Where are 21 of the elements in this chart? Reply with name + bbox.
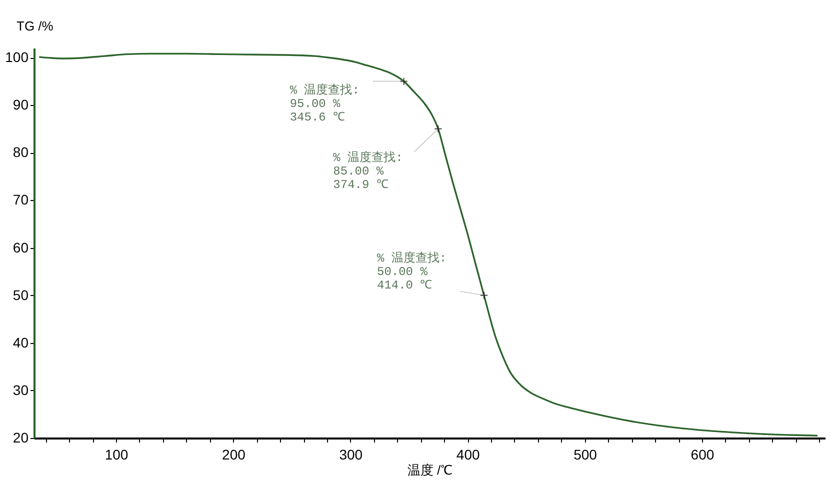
y-tick-label: 90 bbox=[12, 96, 29, 113]
x-tick-label: 100 bbox=[104, 446, 128, 462]
y-tick-label: 70 bbox=[12, 192, 29, 208]
y-tick-label: 40 bbox=[12, 334, 29, 350]
y-tick-label: 100 bbox=[5, 49, 29, 66]
annotation: % 温度查找: 50.00 % 414.0 ℃ bbox=[376, 250, 447, 292]
x-axis-title: 温度 /℃ bbox=[407, 462, 453, 478]
y-tick-label: 20 bbox=[12, 430, 29, 446]
x-tick-label: 600 bbox=[690, 446, 714, 462]
annotation: % 温度查找: 85.00 % 374.9 ℃ bbox=[333, 150, 403, 192]
line-series bbox=[39, 52, 818, 436]
y-tick-label: 80 bbox=[12, 144, 29, 160]
x-tick-label: 500 bbox=[574, 446, 598, 462]
y-tick-label: 30 bbox=[12, 382, 29, 398]
x-tick-label: 400 bbox=[456, 446, 480, 462]
y-axis-title: TG /% bbox=[16, 18, 54, 34]
x-tick-label: 200 bbox=[222, 446, 246, 462]
y-tick-label: 60 bbox=[12, 239, 29, 256]
annotation: % 温度查找: 95.00 % 345.6 ℃ bbox=[290, 82, 360, 124]
y-tick-label: 50 bbox=[12, 286, 29, 303]
x-tick-label: 300 bbox=[339, 446, 363, 462]
